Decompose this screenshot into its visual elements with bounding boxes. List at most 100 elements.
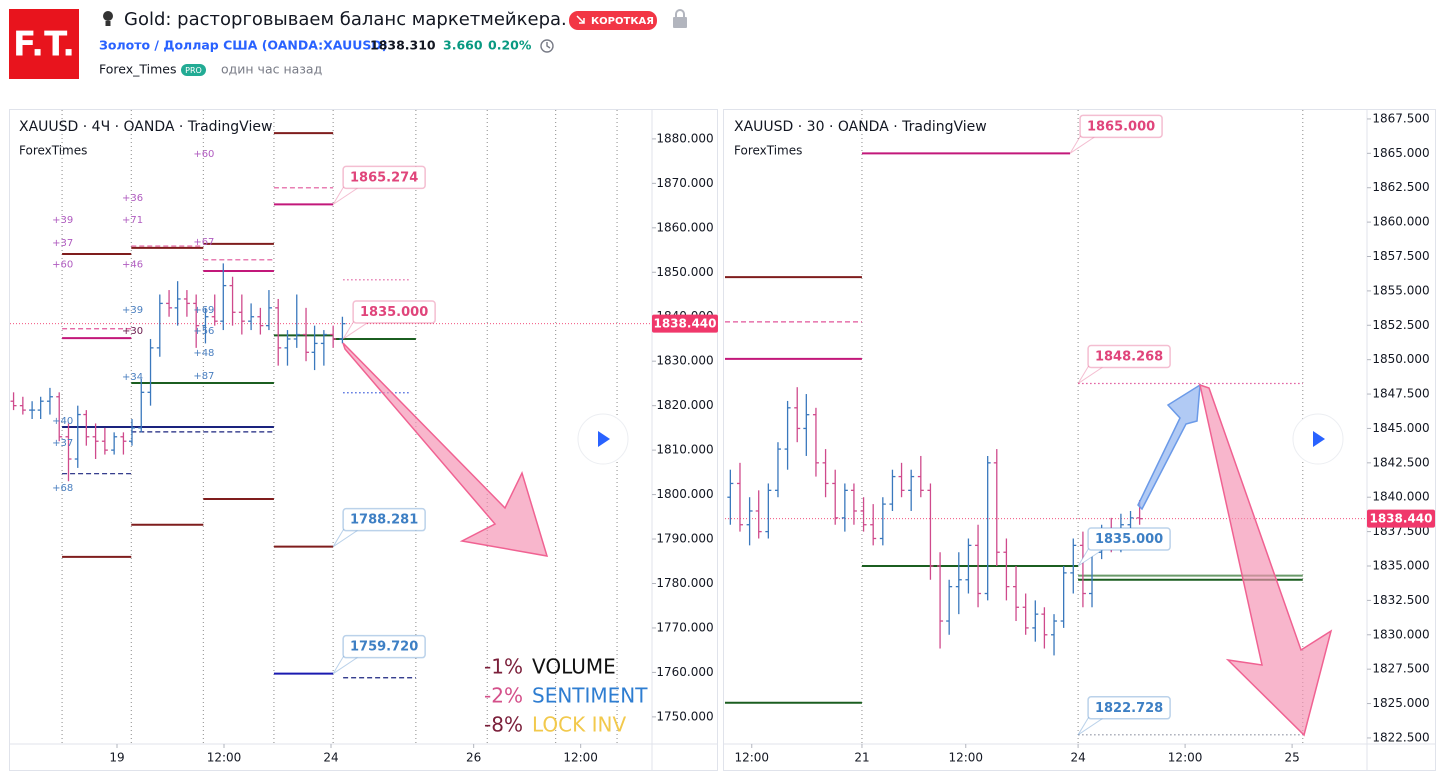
level-note: +87 <box>193 371 214 382</box>
y-tick-label: 1880.000 <box>656 131 713 145</box>
idea-title: Gold: расторговываем баланс маркетмейкер… <box>124 9 567 30</box>
callout-box <box>352 300 436 324</box>
level-note: +60 <box>52 260 73 271</box>
legend-name: SENTIMENT <box>532 684 648 708</box>
callout-box <box>342 634 426 659</box>
x-tick-label: 26 <box>466 751 481 765</box>
callout-label: 1865.000 <box>1087 119 1155 134</box>
y-tick-label: 1842.500 <box>1372 455 1429 469</box>
level-note: +37 <box>52 438 73 449</box>
x-tick-label: 21 <box>854 751 869 765</box>
level-note: +36 <box>122 193 143 204</box>
callout-label: 1759.720 <box>350 640 418 655</box>
idea-icon <box>103 11 113 26</box>
play-button[interactable] <box>577 413 629 465</box>
level-note: +46 <box>122 260 143 271</box>
down-arrow <box>1198 383 1333 737</box>
last-price-box <box>1367 509 1435 528</box>
symbol-link[interactable]: Золото / Доллар США (OANDA:XAUUSD) <box>99 38 387 53</box>
chart-subtitle: ForexTimes <box>734 144 802 158</box>
level-note: +60 <box>193 149 214 160</box>
legend-name: VOLUME <box>532 655 616 679</box>
x-tick-label: 12:00 <box>563 751 598 765</box>
callout-label: 1835.000 <box>1095 532 1163 547</box>
y-tick-label: 1860.000 <box>1372 215 1429 229</box>
level-note: +69 <box>193 305 214 316</box>
x-tick-label: 24 <box>1070 751 1085 765</box>
legend-pct: -2% <box>484 684 523 708</box>
author[interactable]: Forex_Times <box>99 62 176 77</box>
chart-title: XAUUSD · 30 · OANDA · TradingView <box>734 119 987 135</box>
callout-box <box>1087 344 1171 369</box>
y-tick-label: 1870.000 <box>656 176 713 190</box>
level-note: +37 <box>52 238 73 249</box>
level-note: +30 <box>122 326 143 337</box>
y-tick-label: 1850.000 <box>1372 352 1429 366</box>
callout-label: 1848.268 <box>1095 349 1163 364</box>
y-tick-label: 1832.500 <box>1372 593 1429 607</box>
callout-box <box>342 165 426 190</box>
pro-badge-text: PRO <box>185 66 202 75</box>
change-pct: 0.20% <box>488 38 532 53</box>
callout-label: 1865.274 <box>350 170 418 185</box>
last-price-box <box>652 314 718 333</box>
callout-box <box>342 507 426 532</box>
y-tick-label: 1857.500 <box>1372 249 1429 263</box>
play-button[interactable] <box>1292 413 1344 465</box>
y-tick-label: 1810.000 <box>656 443 713 457</box>
y-tick-label: 1855.000 <box>1372 283 1429 297</box>
charts: 1750.000 1760.000 1770.000 1780.000 1790.000… <box>9 110 1435 770</box>
level-note: +39 <box>122 305 143 316</box>
short-badge-text: КОРОТКАЯ <box>591 16 654 27</box>
y-tick-label: 1865.000 <box>1372 146 1429 160</box>
callout-box <box>1087 527 1171 551</box>
y-tick-label: 1827.500 <box>1372 662 1429 676</box>
arrows <box>342 342 1333 737</box>
x-tick-label: 12:00 <box>948 751 983 765</box>
y-tick-label: 1750.000 <box>656 709 713 723</box>
y-tick-label: 1862.500 <box>1372 180 1429 194</box>
level-note: +40 <box>52 416 73 427</box>
logo[interactable] <box>9 9 79 79</box>
y-tick-label: 1840.000 <box>1372 490 1429 504</box>
callout-box <box>1087 696 1171 720</box>
publish-time: один час назад <box>221 62 322 77</box>
y-tick-label: 1867.500 <box>1372 111 1429 125</box>
change: 3.660 <box>443 38 483 53</box>
lock-icon <box>673 9 687 28</box>
y-tick-label: 1860.000 <box>656 220 713 234</box>
x-tick-label: 25 <box>1284 751 1299 765</box>
x-tick-label: 12:00 <box>1168 751 1203 765</box>
y-tick-label: 1820.000 <box>656 398 713 412</box>
y-tick-label: 1830.000 <box>656 354 713 368</box>
y-tick-label: 1822.500 <box>1372 730 1429 744</box>
x-tick-label: 24 <box>323 751 338 765</box>
level-note: +48 <box>193 348 214 359</box>
legend-pct: -8% <box>484 713 523 737</box>
x-tick-label: 19 <box>109 751 124 765</box>
level-note: +56 <box>193 326 214 337</box>
alert-icon[interactable] <box>540 39 554 53</box>
y-tick-label: 1847.500 <box>1372 387 1429 401</box>
callout-label: 1835.000 <box>360 305 428 320</box>
y-tick-label: 1790.000 <box>656 532 713 546</box>
callout-label: 1822.728 <box>1095 701 1163 716</box>
level-note: +68 <box>52 483 73 494</box>
legend-pct: -1% <box>484 655 523 679</box>
down-arrow <box>342 342 549 557</box>
y-tick-label: 1825.000 <box>1372 696 1429 710</box>
logo-text: F.T. <box>13 25 75 65</box>
level-note: +34 <box>122 372 143 383</box>
y-tick-label: 1830.000 <box>1372 627 1429 641</box>
legend-name: LOCK INV <box>532 713 626 737</box>
short-badge <box>569 11 657 30</box>
y-tick-label: 1770.000 <box>656 620 713 634</box>
chart-title: XAUUSD · 4Ч · OANDA · TradingView <box>19 119 272 135</box>
chart-subtitle: ForexTimes <box>19 144 87 158</box>
x-tick-label: 12:00 <box>734 751 769 765</box>
level-note: +39 <box>52 215 73 226</box>
short-arrow <box>576 15 585 24</box>
y-tick-label: 1780.000 <box>656 576 713 590</box>
